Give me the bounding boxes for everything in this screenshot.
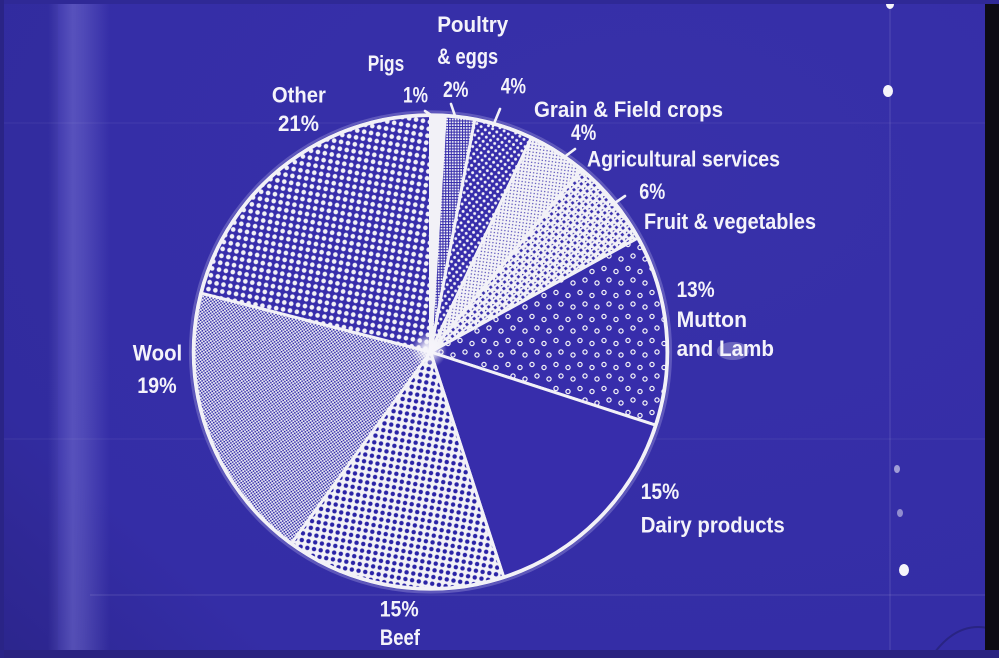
- svg-text:15%: 15%: [641, 479, 680, 504]
- svg-text:15%: 15%: [380, 597, 419, 622]
- svg-text:Pigs: Pigs: [368, 51, 405, 76]
- svg-text:& eggs: & eggs: [437, 44, 498, 69]
- svg-text:Agricultural services: Agricultural services: [587, 147, 780, 172]
- svg-text:Fruit & vegetables: Fruit & vegetables: [644, 209, 816, 234]
- svg-text:4%: 4%: [571, 120, 596, 145]
- svg-text:Dairy products: Dairy products: [641, 513, 785, 538]
- svg-text:4%: 4%: [501, 74, 526, 99]
- svg-text:13%: 13%: [677, 277, 715, 302]
- svg-text:Wool: Wool: [133, 341, 182, 366]
- svg-text:Beef: Beef: [380, 625, 420, 650]
- svg-text:6%: 6%: [639, 179, 665, 204]
- svg-text:19%: 19%: [137, 373, 177, 398]
- svg-text:Poultry: Poultry: [437, 12, 509, 37]
- svg-text:Mutton: Mutton: [677, 307, 747, 332]
- svg-text:Other: Other: [272, 82, 326, 107]
- svg-text:Grain & Field crops: Grain & Field crops: [534, 97, 723, 122]
- svg-text:2%: 2%: [443, 77, 469, 102]
- svg-text:and Lamb: and Lamb: [677, 336, 774, 361]
- svg-text:21%: 21%: [278, 111, 319, 136]
- svg-text:1%: 1%: [403, 83, 428, 108]
